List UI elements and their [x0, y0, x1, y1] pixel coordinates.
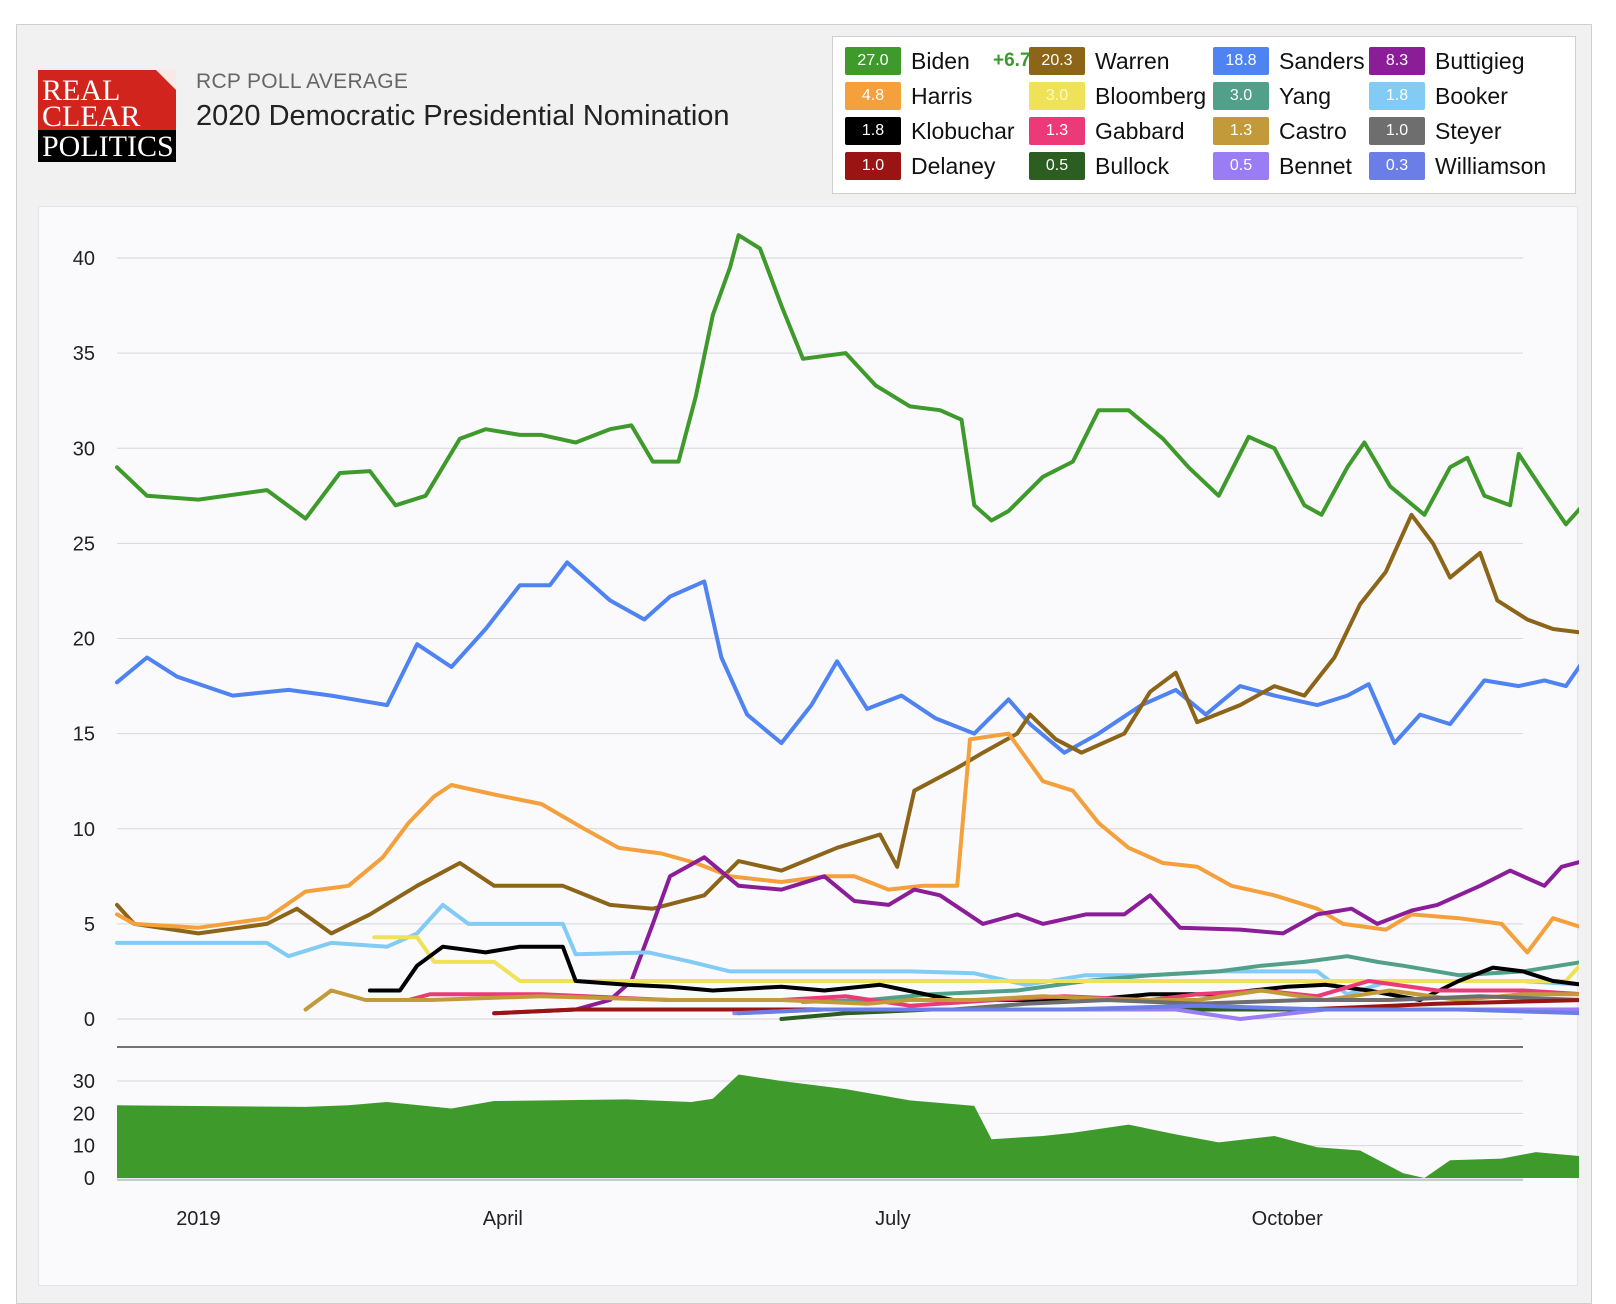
legend-label: Bloomberg [1095, 83, 1207, 109]
plot-area: 0 5 10 15 20 25 30 35 40 0 10 20 30 2019 April July Octo… [38, 206, 1579, 1286]
legend-label: Buttigieg [1435, 48, 1525, 74]
legend-value: 4.8 [845, 82, 901, 110]
legend-label: Steyer [1435, 118, 1502, 144]
legend-label: Gabbard [1095, 118, 1185, 144]
series-line-warren [115, 512, 1579, 936]
chart-title: 2020 Democratic Presidential Nomination [196, 100, 730, 132]
legend-label: Yang [1279, 83, 1332, 109]
series-line-booker [115, 902, 1579, 997]
legend-label: Delaney [911, 153, 996, 179]
series-line-steyer [950, 994, 1579, 1012]
y-tick-label: 30 [73, 438, 95, 460]
legend-value: 1.3 [1029, 117, 1085, 145]
legend-value: 20.3 [1029, 47, 1085, 75]
logo-line-2: CLEAR [42, 100, 140, 133]
series-line-biden [115, 233, 1579, 527]
legend-value: 1.8 [845, 117, 901, 145]
legend-label: Bennet [1279, 153, 1352, 179]
spread-area [117, 1074, 1579, 1178]
y-tick-label: 25 [73, 533, 95, 555]
legend-value: 0.3 [1369, 152, 1425, 180]
legend-label: Castro [1279, 118, 1347, 144]
area-y-tick-label: 0 [84, 1168, 95, 1190]
logo-line-1: REAL [42, 74, 120, 107]
y-tick-label: 5 [84, 914, 95, 936]
y-tick-label: 35 [73, 343, 95, 365]
y-tick-label: 10 [73, 819, 95, 841]
legend-label: Bullock [1095, 153, 1170, 179]
legend-label: Booker [1435, 83, 1508, 109]
legend: 27.0 Biden +6.7 20.3 Warren 18.8 Sanders 8.3 But… [832, 36, 1576, 194]
legend-value: 18.8 [1213, 47, 1269, 75]
legend-value: 8.3 [1369, 47, 1425, 75]
series-line-williamson [736, 1003, 1579, 1016]
area-y-tick-label: 30 [73, 1071, 95, 1093]
legend-label: Harris [911, 83, 973, 109]
legend-value: 3.0 [1213, 82, 1269, 110]
chart-svg: 0 5 10 15 20 25 30 35 40 0 10 20 30 2019 April July Octo… [73, 233, 1579, 1230]
y-tick-label: 15 [73, 724, 95, 746]
x-tick-label: April [483, 1208, 523, 1230]
legend-value: 0.5 [1029, 152, 1085, 180]
legend-value: 3.0 [1029, 82, 1085, 110]
legend-label: Sanders [1279, 48, 1365, 74]
legend-value: 27.0 [845, 47, 901, 75]
series-line-castro [303, 988, 1579, 1012]
legend-value: 1.8 [1369, 82, 1425, 110]
x-tick-label: 2019 [176, 1208, 221, 1230]
legend-value: 1.0 [1369, 117, 1425, 145]
series-line-harris [115, 731, 1579, 955]
series-line-buttigieg [492, 855, 1579, 1016]
x-tick-label: July [875, 1208, 911, 1230]
legend-label: Williamson [1435, 153, 1547, 179]
area-y-tick-label: 20 [73, 1103, 95, 1125]
series-line-sanders [115, 560, 1579, 755]
y-tick-label: 20 [73, 629, 95, 651]
y-tick-label: 40 [73, 248, 95, 270]
area-y-tick-label: 10 [73, 1136, 95, 1158]
y-tick-label: 0 [84, 1009, 95, 1031]
legend-spread: +6.7 [993, 50, 1031, 71]
x-tick-label: October [1252, 1208, 1323, 1230]
legend-label: Warren [1095, 48, 1170, 74]
legend-label: Biden [911, 48, 970, 74]
rcp-logo: REAL CLEAR POLITICS [38, 70, 176, 162]
legend-value: 1.0 [845, 152, 901, 180]
legend-value: 0.5 [1213, 152, 1269, 180]
legend-label: Klobuchar [911, 118, 1015, 144]
series-line-yang [800, 954, 1579, 1004]
legend-value: 1.3 [1213, 117, 1269, 145]
logo-line-3: POLITICS [42, 130, 174, 162]
series-line-bloomberg [372, 935, 1579, 983]
chart-subtitle: RCP POLL AVERAGE [196, 70, 409, 93]
